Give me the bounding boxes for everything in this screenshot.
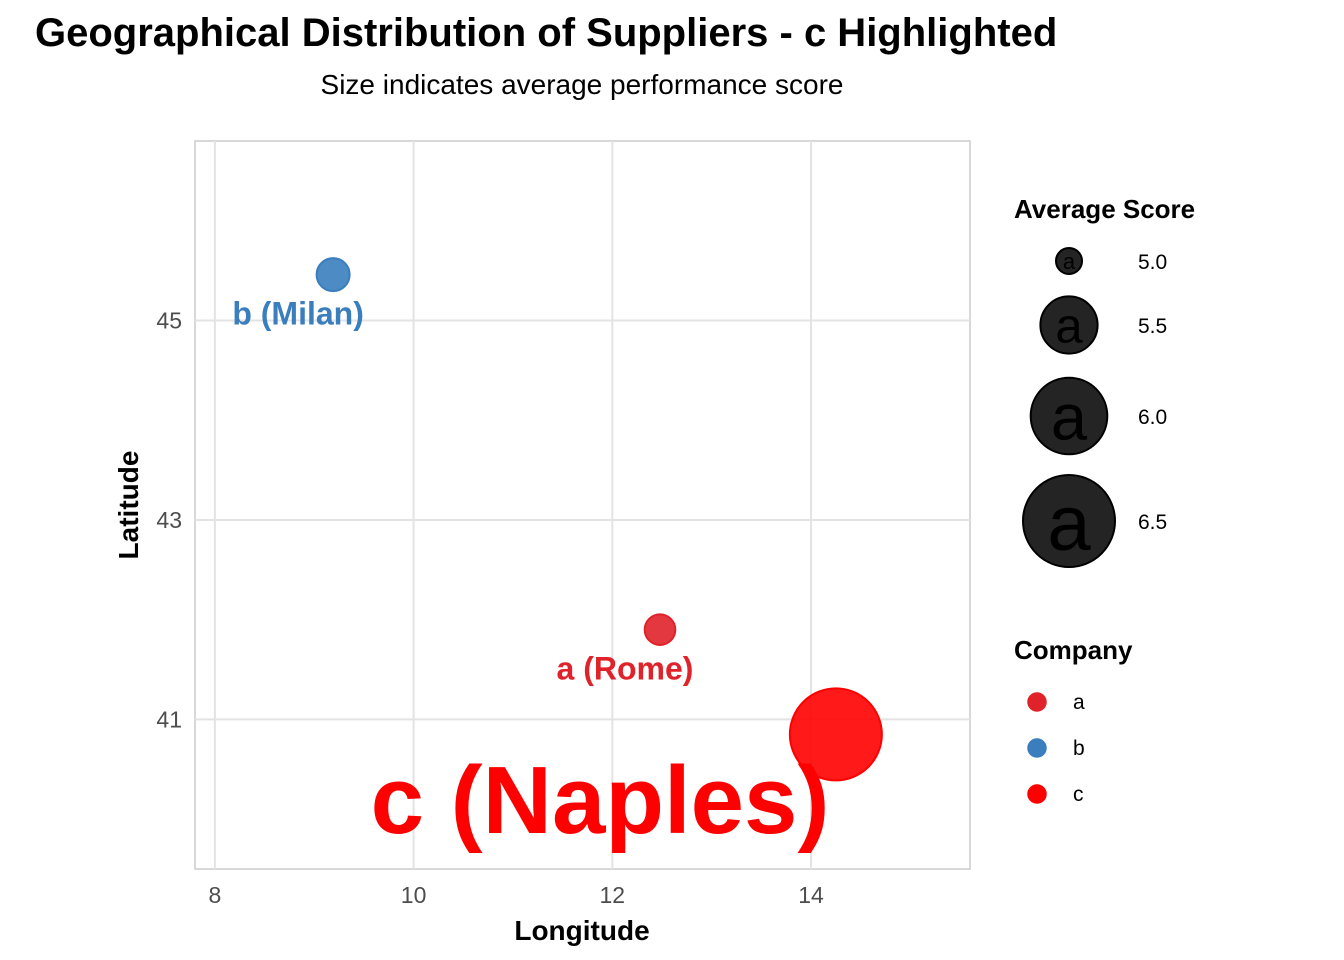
point-a — [643, 613, 677, 646]
x-tick-label: 8 — [208, 882, 221, 908]
y-axis-title: Latitude — [113, 451, 144, 560]
size-legend-key — [1029, 376, 1109, 456]
color-legend-label: a — [1073, 691, 1085, 714]
color-legend-key-b — [1027, 738, 1047, 758]
point-b — [315, 257, 351, 293]
size-legend-label: 5.5 — [1138, 315, 1167, 338]
color-legend-label: b — [1073, 737, 1085, 760]
size-legend-title: Average Score — [1014, 194, 1195, 224]
point-label-a: a (Rome) — [557, 651, 694, 687]
chart-title: Geographical Distribution of Suppliers -… — [35, 11, 1057, 55]
x-tick-label: 12 — [600, 882, 626, 908]
point-label-b: b (Milan) — [232, 296, 364, 332]
size-legend-label: 6.5 — [1138, 511, 1167, 534]
size-legend-key-glyph: a — [1051, 381, 1088, 454]
size-legend-label: 6.0 — [1138, 406, 1167, 429]
size-legend-key — [1022, 474, 1116, 568]
axes-layer: 8 10 12 14 41 43 45 — [156, 308, 824, 908]
size-legend-label: 5.0 — [1138, 251, 1167, 274]
size-legend-key — [1039, 295, 1099, 355]
y-tick-label: 43 — [156, 507, 182, 533]
y-tick-label: 41 — [156, 706, 182, 732]
size-legend-key-glyph: a — [1055, 300, 1083, 354]
color-legend-title: Company — [1014, 635, 1133, 665]
color-legend-key-a — [1027, 692, 1047, 712]
labels-layer: b (Milan) a (Rome) c (Naples) — [232, 296, 829, 854]
x-tick-label: 14 — [798, 882, 824, 908]
size-legend-key-glyph: a — [1063, 249, 1076, 274]
size-legend: Average Score a 5.0 a 5.5 a 6.0 a 6.5 — [1014, 194, 1195, 568]
chart-subtitle: Size indicates average performance score — [321, 69, 844, 100]
color-legend-key-c — [1027, 784, 1047, 804]
x-axis-title: Longitude — [514, 915, 649, 946]
points-layer — [315, 257, 883, 782]
color-legend: Company abc — [1014, 635, 1133, 806]
size-legend-key-glyph: a — [1047, 479, 1091, 567]
size-legend-key — [1055, 247, 1083, 275]
color-legend-label: c — [1073, 783, 1084, 806]
y-tick-label: 45 — [156, 308, 182, 334]
point-c — [788, 687, 883, 782]
x-tick-label: 10 — [401, 882, 427, 908]
point-label-c: c (Naples) — [371, 747, 830, 854]
